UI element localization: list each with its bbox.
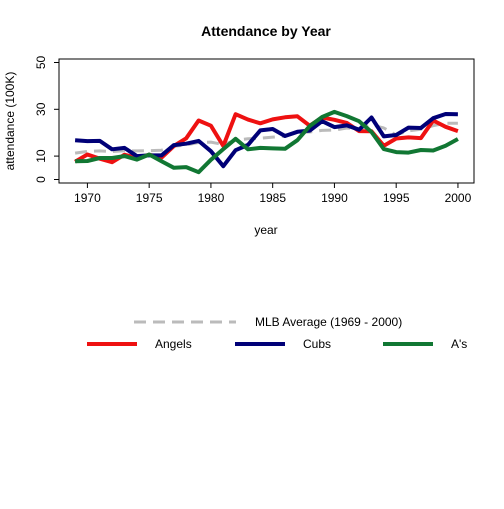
- legend-label-angels: Angels: [155, 337, 192, 351]
- x-tick-label: 1985: [259, 191, 286, 205]
- y-tick-label: 10: [34, 149, 48, 163]
- y-tick-label: 50: [34, 56, 48, 70]
- series-line-a-s: [75, 109, 459, 175]
- legend-label-cubs: Cubs: [303, 337, 331, 351]
- legend-label-mlb-average-1969-2000: MLB Average (1969 - 2000): [255, 315, 402, 329]
- x-tick-label: 1970: [74, 191, 101, 205]
- x-axis-label: year: [254, 223, 277, 237]
- x-tick-label: 1990: [321, 191, 348, 205]
- series-line-cubs: [74, 112, 458, 169]
- series-layer: [74, 109, 459, 175]
- x-tick-label: 1975: [136, 191, 163, 205]
- x-tick-label: 1980: [198, 191, 225, 205]
- y-axis: 0 10 30 50: [34, 56, 59, 183]
- y-tick-label: 0: [34, 176, 48, 183]
- x-tick-label: 1995: [383, 191, 410, 205]
- legend-label-a-s: A's: [451, 337, 467, 351]
- chart-title: Attendance by Year: [201, 23, 331, 39]
- x-tick-label: 2000: [445, 191, 472, 205]
- y-tick-label: 30: [34, 102, 48, 116]
- legend: MLB Average (1969 - 2000) Angels Cubs A's: [87, 315, 467, 351]
- y-axis-label: attendance (100K): [3, 72, 17, 171]
- plot-frame: [58, 58, 475, 184]
- x-axis: 1970 1975 1980 1985 1990 1995 2000: [74, 183, 472, 205]
